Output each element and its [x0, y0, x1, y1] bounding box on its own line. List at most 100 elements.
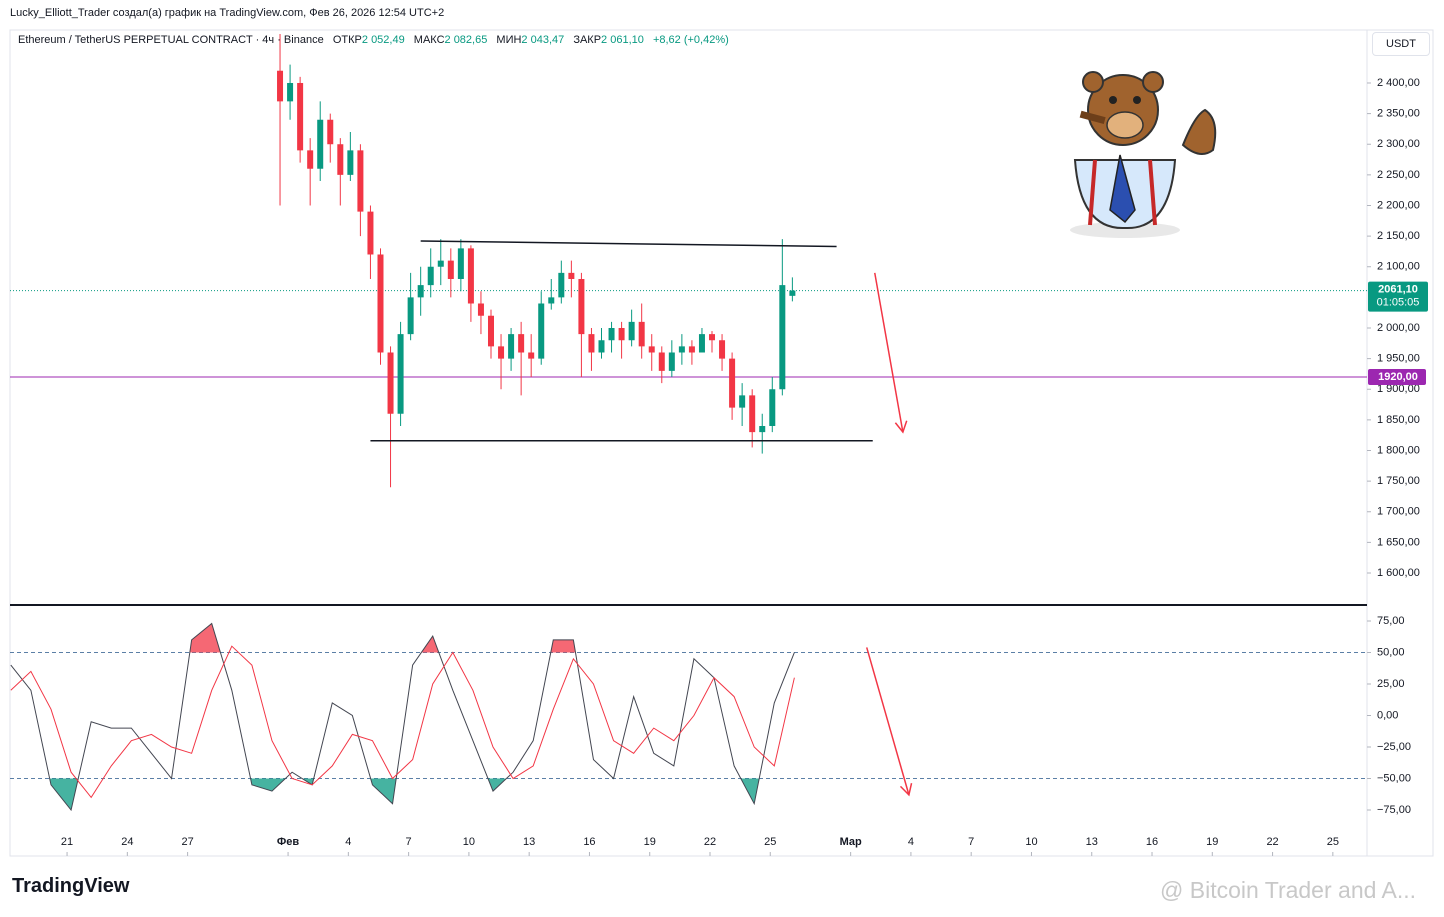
- y-tick-label: 2 000,00: [1377, 322, 1420, 334]
- band-fill: [49, 778, 760, 811]
- candle-body: [487, 315, 494, 347]
- ohlc-value: 2 043,47: [521, 34, 565, 46]
- y-tick-label: 2 300,00: [1377, 138, 1420, 150]
- candle-body: [628, 321, 635, 341]
- candle-body: [709, 334, 716, 341]
- candle-body: [719, 340, 726, 359]
- ohlc-label: МАКС: [413, 34, 445, 46]
- candle-body: [528, 352, 535, 359]
- candle-body: [518, 334, 525, 353]
- x-tick-label: Мар: [840, 836, 862, 848]
- candle-body: [287, 82, 294, 102]
- candle-body: [447, 260, 454, 279]
- candle-body: [498, 346, 505, 359]
- candle-body: [477, 303, 484, 316]
- x-tick-label: 19: [644, 836, 656, 848]
- candle-body: [427, 266, 434, 286]
- y-tick-label: 25,00: [1377, 678, 1405, 690]
- candle-body: [508, 334, 515, 359]
- currency-button[interactable]: USDT: [1372, 32, 1430, 56]
- x-tick-label: 7: [968, 836, 974, 848]
- x-tick-label: 21: [61, 836, 73, 848]
- price-line-label: 1920,00: [1378, 371, 1418, 383]
- arrow: [865, 647, 910, 796]
- x-tick-label: 19: [1206, 836, 1218, 848]
- candle-body: [387, 352, 394, 414]
- candle-body: [638, 321, 645, 347]
- candle-body: [618, 327, 625, 341]
- y-tick-label: 1 850,00: [1377, 414, 1420, 426]
- y-tick-label: 0,00: [1377, 709, 1398, 721]
- x-tick-label: 25: [1327, 836, 1339, 848]
- candle-body: [337, 144, 344, 175]
- price-line-box: [1368, 368, 1426, 385]
- candle-body: [538, 303, 545, 359]
- ohlc-value: 2 061,10: [601, 34, 644, 46]
- y-tick-label: 75,00: [1377, 615, 1405, 627]
- candle-body: [367, 211, 374, 255]
- logo: TradingView: [12, 875, 130, 897]
- watermark: @ Bitcoin Trader and A...: [1160, 877, 1417, 903]
- candle-body: [327, 119, 334, 145]
- y-tick-label: 2 150,00: [1377, 230, 1420, 242]
- candle-body: [678, 346, 685, 353]
- band-fill: [189, 623, 576, 653]
- ohlc-label: ОТКР: [332, 34, 362, 46]
- candle-body: [658, 352, 665, 371]
- candle-body: [457, 248, 464, 279]
- candle-body: [347, 150, 354, 175]
- candle-body: [417, 285, 424, 298]
- plot: [10, 33, 1367, 488]
- candle-body: [648, 346, 655, 353]
- y-tick-label: 2 350,00: [1377, 108, 1420, 120]
- y-tick-label: 50,00: [1377, 646, 1405, 658]
- oscillator-line: [10, 622, 795, 812]
- x-tick-label: 10: [1025, 836, 1037, 848]
- x-tick-label: 7: [406, 836, 412, 848]
- candle-body: [467, 248, 474, 304]
- candle-body: [297, 82, 304, 151]
- ohlc-value: 2 052,49: [361, 34, 405, 46]
- candle-body: [789, 290, 796, 296]
- y-tick-label: 1 700,00: [1377, 506, 1420, 518]
- symbol: Ethereum / TetherUS PERPETUAL CONTRACT ·…: [18, 34, 324, 46]
- x-tick-label: 16: [1146, 836, 1158, 848]
- countdown: 01:05:05: [1377, 296, 1420, 308]
- candle-body: [729, 358, 736, 408]
- candle-body: [307, 150, 314, 169]
- candle-body: [357, 150, 364, 212]
- y-tick-label: 2 200,00: [1377, 199, 1420, 211]
- ohlc-label: МИН: [496, 34, 522, 46]
- y-tick-label: 1 600,00: [1377, 567, 1420, 579]
- y-tick-label: 1 900,00: [1377, 383, 1420, 395]
- frame: [9, 29, 1434, 857]
- y-tick-label: 1 650,00: [1377, 536, 1420, 548]
- x-tick-label: 10: [463, 836, 475, 848]
- candle-body: [779, 285, 786, 390]
- arrow: [874, 272, 904, 433]
- candle-body: [568, 272, 575, 279]
- credit: Lucky_Elliott_Trader создал(а) график на…: [10, 7, 445, 19]
- y-tick-label: 2 400,00: [1377, 77, 1420, 89]
- ohlc-value: 2 082,65: [444, 34, 488, 46]
- x-tick-label: 4: [345, 836, 351, 848]
- bear-mascot: [1070, 71, 1217, 238]
- candle-body: [668, 352, 675, 371]
- candle-body: [588, 334, 595, 353]
- candle-body: [437, 260, 444, 267]
- x-tick-label: Фев: [277, 836, 300, 848]
- candle-body: [407, 297, 414, 335]
- x-tick-label: 13: [1086, 836, 1098, 848]
- candle-body: [698, 334, 705, 353]
- last-price-box: [1368, 281, 1428, 312]
- y-tick-label: −75,00: [1377, 804, 1411, 816]
- y-tick-label: −50,00: [1377, 772, 1411, 784]
- y-tick-label: 2 250,00: [1377, 169, 1420, 181]
- candle-body: [548, 297, 555, 304]
- x-tick-label: 22: [1266, 836, 1278, 848]
- candle-body: [769, 389, 776, 426]
- candle-body: [598, 340, 605, 353]
- trendline: [420, 240, 837, 248]
